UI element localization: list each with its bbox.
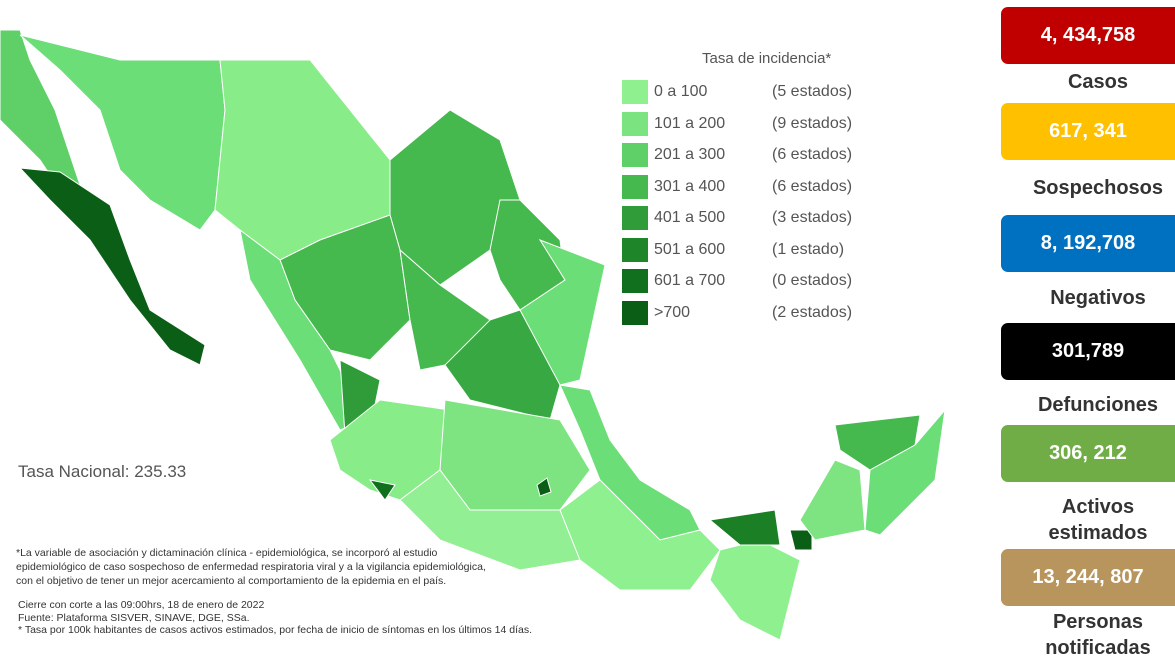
note-line: con el objetivo de tener un mejor acerca… <box>16 575 447 587</box>
legend-count: (3 estados) <box>772 209 853 226</box>
state-region <box>709 539 801 641</box>
legend-swatch <box>622 269 648 293</box>
footer-line: Fuente: Plataforma SISVER, SINAVE, DGE, … <box>18 611 250 624</box>
legend-swatch <box>622 111 648 136</box>
legend-swatch <box>622 300 648 325</box>
legend-range: 601 a 700 <box>654 272 726 289</box>
state-region <box>708 509 781 546</box>
state-region <box>789 529 813 551</box>
legend-range: 301 a 400 <box>654 177 726 195</box>
legend-count: (6 estados) <box>772 177 853 195</box>
footer-line: Cierre con corte a las 09:00hrs, 18 de e… <box>18 599 265 611</box>
legend-range: 101 a 200 <box>654 114 726 132</box>
legend-range: >700 <box>654 303 691 321</box>
stat-label: Casos <box>1067 71 1129 93</box>
stat-value: 13, 244, 807 <box>1001 549 1175 606</box>
legend-range: 201 a 300 <box>654 146 726 163</box>
stat-label: Personas notificadas <box>1045 611 1151 659</box>
stat-label: Activos estimados <box>1048 496 1148 544</box>
state-region <box>799 459 866 541</box>
legend-count: (2 estados) <box>772 303 853 321</box>
stat-value: 301,789 <box>1001 323 1175 380</box>
legend-swatch <box>622 174 648 199</box>
stat-value: 617, 341 <box>1001 103 1175 160</box>
legend-count: (1 estado) <box>772 240 845 258</box>
legend-count: (5 estados) <box>772 83 853 100</box>
state-region <box>19 34 226 231</box>
stat-value: 8, 192,708 <box>1001 215 1175 272</box>
state-region <box>18 167 206 366</box>
legend-count: (0 estados) <box>772 272 853 289</box>
legend-count: (6 estados) <box>772 146 853 163</box>
stat-value: 4, 434,758 <box>1001 7 1175 64</box>
footer-line: * Tasa por 100k habitantes de casos acti… <box>18 624 533 636</box>
legend-range: 501 a 600 <box>654 240 726 258</box>
legend-title: Tasa de incidencia* <box>702 50 832 67</box>
stat-label: Defunciones <box>1037 394 1159 416</box>
legend-swatch <box>622 237 648 262</box>
stat-label: Sospechosos <box>1032 177 1164 199</box>
note-line: epidemiológico de caso sospechoso de enf… <box>16 561 486 573</box>
map <box>0 29 946 641</box>
legend-swatch <box>622 206 648 230</box>
national-rate: Tasa Nacional: 235.33 <box>18 462 187 481</box>
legend-swatch <box>622 80 648 104</box>
note-line: *La variable de asociación y dictaminaci… <box>16 547 438 559</box>
legend-range: 401 a 500 <box>654 209 726 226</box>
stat-value: 306, 212 <box>1001 425 1175 482</box>
state-region <box>368 479 396 501</box>
state-region <box>439 399 591 511</box>
state-region <box>559 384 701 541</box>
notes: *La variable de asociación y dictaminaci… <box>16 546 486 588</box>
legend-range: 0 a 100 <box>654 83 708 100</box>
legend-swatch <box>622 143 648 167</box>
legend-count: (9 estados) <box>772 114 853 132</box>
state-region <box>536 477 552 497</box>
stat-label: Negativos <box>1050 287 1146 309</box>
state-region <box>864 408 946 536</box>
footer: Cierre con corte a las 09:00hrs, 18 de e… <box>18 599 532 637</box>
